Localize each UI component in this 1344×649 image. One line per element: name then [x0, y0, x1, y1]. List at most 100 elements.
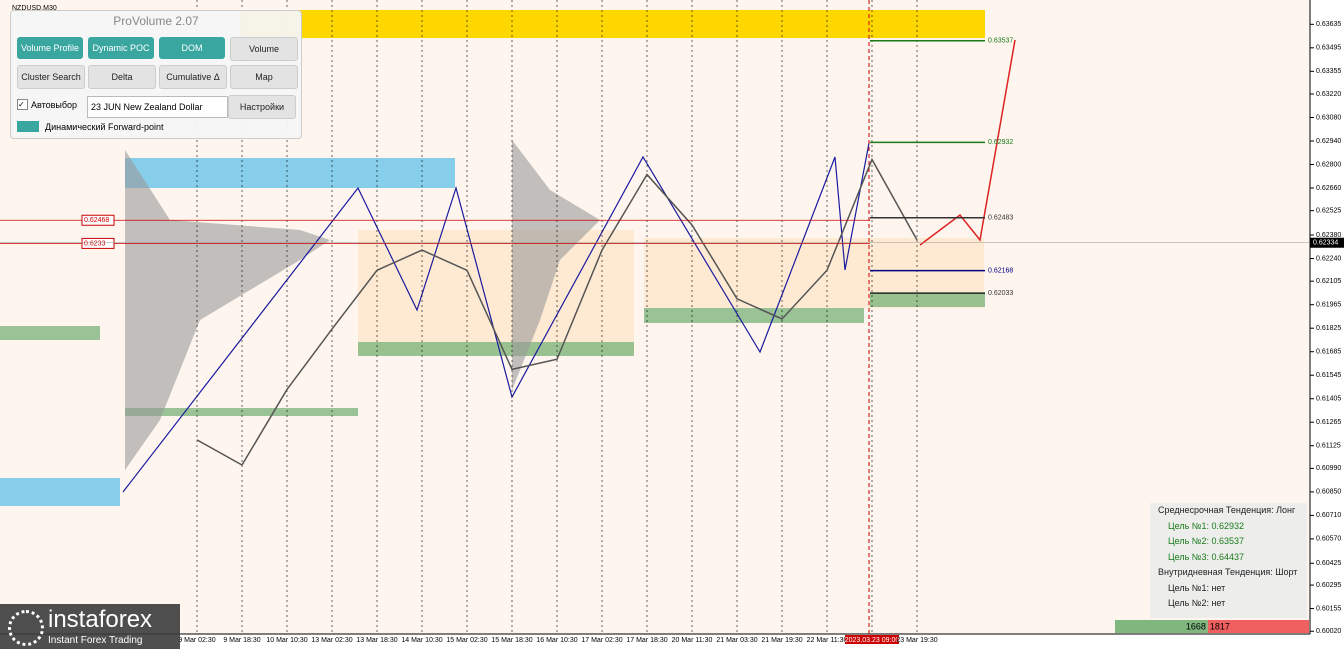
- x-tick-label: 16 Mar 10:30: [536, 637, 577, 644]
- last-price-label: 0.62334: [1313, 240, 1338, 247]
- provolume-panel: ProVolume 2.07 Volume Profile Dynamic POC…: [10, 10, 302, 139]
- panel-button[interactable]: Delta: [88, 65, 156, 89]
- x-tick-label: 2023.03.23 09:00: [845, 637, 900, 644]
- zone: [0, 326, 100, 340]
- panel-button[interactable]: Volume: [230, 37, 298, 61]
- logo-name: instaforex: [48, 606, 153, 633]
- trend-line: Цель №1: 0.62932: [1168, 520, 1244, 531]
- zone: [125, 158, 455, 188]
- trend-box: Среднесрочная Тенденция: Лонг Цель №1: 0.…: [1150, 503, 1307, 618]
- y-tick-label: 0.62940: [1316, 138, 1341, 145]
- y-tick-label: 0.62660: [1316, 185, 1341, 192]
- x-tick-label: 10 Mar 10:30: [266, 637, 307, 644]
- volume-profile: [512, 140, 600, 390]
- buy-label: 1668: [1186, 621, 1206, 631]
- auto-select-label: Автовыбор: [31, 99, 78, 110]
- sell-volume: [1207, 620, 1309, 633]
- logo-icon: [8, 610, 44, 646]
- y-tick-label: 0.61265: [1316, 419, 1341, 426]
- instrument-select[interactable]: 23 JUN New Zealand Dollar: [87, 96, 228, 118]
- trend-line: Цель №2: нет: [1168, 598, 1226, 608]
- zone: [240, 10, 985, 38]
- symbol: NZDUSD,M30: [12, 5, 57, 12]
- forecast: [919, 39, 1016, 246]
- panel-title: ProVolume 2.07: [113, 14, 199, 28]
- zigzag: [122, 142, 870, 493]
- level-label: 0.62033: [988, 290, 1013, 297]
- forward-point[interactable]: Динамический Forward-point: [17, 121, 164, 132]
- y-tick-label: 0.61405: [1316, 396, 1341, 403]
- zone: [358, 342, 634, 356]
- x-tick-label: 13 Mar 18:30: [356, 637, 397, 644]
- last-price-box: [1310, 237, 1344, 248]
- marker-box: [81, 214, 115, 226]
- y-tick-label: 0.60020: [1316, 628, 1341, 635]
- x-tick-label: 17 Mar 18:30: [626, 637, 667, 644]
- y-tick-label: 0.63635: [1316, 21, 1341, 28]
- y-tick-label: 0.61685: [1316, 349, 1341, 356]
- x-tick-label: 14 Mar 10:30: [401, 637, 442, 644]
- y-tick-label: 0.63355: [1316, 68, 1341, 75]
- zone: [870, 292, 985, 307]
- y-tick-label: 0.60850: [1316, 489, 1341, 496]
- y-tick-label: 0.61545: [1316, 372, 1341, 379]
- level-label: 0.63537: [988, 38, 1013, 45]
- x-tick-label: 13 Mar 02:30: [311, 637, 352, 644]
- panel-button[interactable]: Dynamic POC: [88, 37, 154, 59]
- panel-button[interactable]: Cluster Search: [17, 65, 85, 89]
- trend-line: Среднесрочная Тенденция: Лонг: [1158, 505, 1296, 515]
- panel-button[interactable]: Cumulative Δ: [159, 65, 227, 89]
- panel-button[interactable]: DOM: [159, 37, 225, 59]
- price-line: [196, 157, 918, 467]
- trend-line: Цель №1: нет: [1168, 582, 1226, 593]
- x-tick-label: 15 Mar 18:30: [491, 637, 532, 644]
- x-label-bg: [845, 635, 899, 644]
- panel-button[interactable]: Map: [230, 65, 298, 89]
- y-tick-label: 0.60710: [1316, 512, 1341, 519]
- auto-select[interactable]: ✓ Автовыбор: [17, 99, 78, 110]
- x-tick-label: 22 Mar 11:30: [807, 637, 848, 644]
- y-tick-label: 0.63080: [1316, 114, 1341, 121]
- y-tick-label: 0.62105: [1316, 278, 1341, 285]
- sell-label: 1817: [1210, 621, 1230, 631]
- panel-button[interactable]: Volume Profile: [17, 37, 83, 59]
- y-tick-label: 0.62800: [1316, 161, 1341, 168]
- level-label: 0.62483: [988, 215, 1013, 222]
- y-tick-label: 0.63495: [1316, 45, 1341, 52]
- marker-box: [81, 237, 115, 249]
- x-tick-label: 23 Mar 19:30: [896, 637, 937, 644]
- x-tick-label: 9 Mar 18:30: [223, 637, 260, 644]
- trend-line: Внутридневная Тенденция: Шорт: [1158, 567, 1298, 577]
- zone: [125, 408, 358, 416]
- marker-label: 0.62468: [84, 217, 109, 224]
- y-tick-label: 0.62240: [1316, 255, 1341, 262]
- y-tick-label: 0.61825: [1316, 325, 1341, 332]
- level-label: 0.62168: [988, 267, 1013, 274]
- y-tick-label: 0.60570: [1316, 536, 1341, 543]
- y-tick-label: 0.61125: [1316, 443, 1341, 450]
- logo: instaforex Instant Forex Trading: [0, 604, 180, 649]
- x-tick-label: 21 Mar 19:30: [761, 637, 802, 644]
- y-tick-label: 0.62380: [1316, 232, 1341, 239]
- zone: [0, 478, 120, 506]
- y-tick-label: 0.60295: [1316, 582, 1341, 589]
- logo-slogan: Instant Forex Trading: [48, 635, 143, 646]
- x-tick-label: 17 Mar 02:30: [581, 637, 622, 644]
- settings-button[interactable]: Настройки: [228, 95, 296, 119]
- axis-bg: [1310, 0, 1344, 649]
- x-tick-label: 20 Mar 11:30: [672, 637, 713, 644]
- trend-line: Цель №3: 0.64437: [1168, 551, 1244, 562]
- x-tick-label: 15 Mar 02:30: [446, 637, 487, 644]
- zone: [644, 308, 864, 323]
- y-tick-label: 0.60425: [1316, 560, 1341, 567]
- level-label: 0.62932: [988, 139, 1013, 146]
- y-tick-label: 0.60155: [1316, 605, 1341, 612]
- x-tick-label: 21 Mar 03:30: [716, 637, 757, 644]
- buy-volume: [1115, 620, 1208, 633]
- forward-point-label: Динамический Forward-point: [45, 121, 164, 132]
- x-tick-label: 9 Mar 02:30: [178, 637, 215, 644]
- trend-line: Цель №2: 0.63537: [1168, 536, 1244, 546]
- y-tick-label: 0.63220: [1316, 91, 1341, 98]
